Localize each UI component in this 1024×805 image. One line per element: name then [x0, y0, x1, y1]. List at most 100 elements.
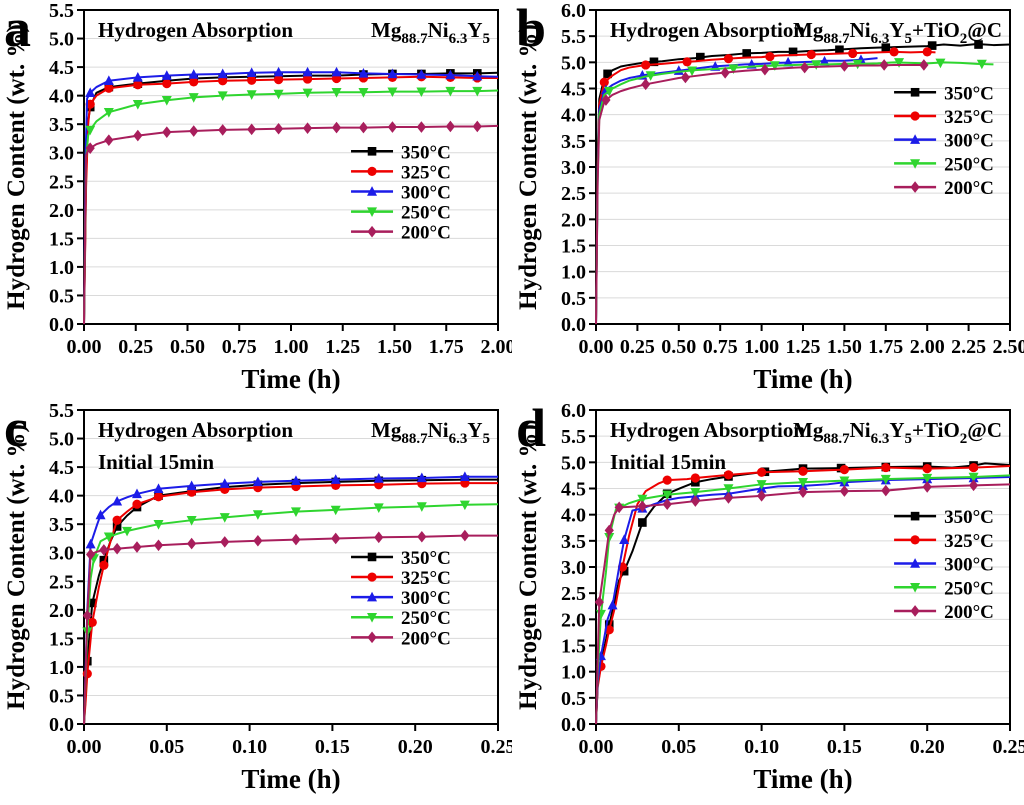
- y-tick-label: 2.0: [49, 200, 74, 222]
- legend-marker: [911, 88, 920, 97]
- y-tick-label: 5.5: [561, 426, 586, 448]
- legend-label: 350°C: [944, 83, 994, 104]
- legend-label: 300°C: [944, 555, 994, 576]
- legend-label: 250°C: [401, 203, 451, 224]
- panel-letter: a: [4, 0, 31, 58]
- y-tick-label: 1.5: [561, 236, 586, 258]
- legend-label: 350°C: [944, 507, 994, 528]
- y-tick-label: 5.0: [49, 429, 74, 451]
- y-tick-label: 1.5: [561, 636, 586, 658]
- y-tick-label: 4.0: [49, 86, 74, 108]
- legend-label: 200°C: [401, 628, 451, 649]
- legend-label: 325°C: [944, 107, 994, 128]
- y-tick-label: 2.5: [49, 171, 74, 193]
- x-axis-label: Time (h): [241, 364, 340, 394]
- y-tick-label: 2.0: [49, 600, 74, 622]
- y-tick-label: 3.0: [49, 143, 74, 165]
- y-axis-label: Hydrogen Content (wt. %): [3, 424, 30, 710]
- series-marker-325°C: [162, 79, 171, 88]
- x-axis-label: Time (h): [241, 764, 340, 794]
- y-tick-label: 1.5: [49, 228, 74, 250]
- series-marker-325°C: [600, 78, 609, 87]
- x-tick-label: 2.50: [993, 336, 1024, 358]
- x-tick-label: 1.75: [868, 336, 903, 358]
- y-tick-label: 1.0: [561, 662, 586, 684]
- legend-marker: [368, 147, 377, 156]
- legend-marker: [367, 572, 376, 581]
- x-tick-label: 0.05: [661, 736, 696, 758]
- x-tick-label: 0.75: [703, 336, 738, 358]
- panel-letter: d: [516, 400, 546, 458]
- y-axis-label: Hydrogen Content (wt. %): [515, 424, 542, 710]
- legend-label: 300°C: [401, 182, 451, 203]
- y-tick-label: 3.0: [561, 157, 586, 179]
- series-marker-325°C: [889, 47, 898, 56]
- series-marker-325°C: [641, 60, 650, 69]
- y-tick-label: 4.0: [561, 105, 586, 127]
- x-axis-label: Time (h): [753, 364, 852, 394]
- series-marker-325°C: [189, 77, 198, 86]
- x-tick-label: 0.75: [222, 336, 257, 358]
- x-tick-label: 0.15: [827, 736, 862, 758]
- x-tick-label: 0.25: [620, 336, 655, 358]
- x-tick-label: 0.50: [170, 336, 205, 358]
- plot-title: Hydrogen Absorption: [610, 418, 805, 442]
- series-marker-325°C: [682, 57, 691, 66]
- y-tick-label: 4.0: [49, 486, 74, 508]
- series-marker-325°C: [113, 516, 122, 525]
- y-tick-label: 0.5: [561, 288, 586, 310]
- legend-marker: [910, 535, 919, 544]
- y-tick-label: 3.0: [49, 543, 74, 565]
- y-tick-label: 5.0: [49, 29, 74, 51]
- legend-label: 200°C: [401, 223, 451, 244]
- series-marker-325°C: [923, 464, 932, 473]
- y-tick-label: 2.0: [561, 609, 586, 631]
- y-tick-label: 5.5: [561, 26, 586, 48]
- x-tick-label: 0.10: [744, 736, 779, 758]
- series-marker-325°C: [724, 470, 733, 479]
- legend-label: 250°C: [944, 154, 994, 175]
- legend-label: 300°C: [401, 588, 451, 609]
- plot-subtitle: Initial 15min: [98, 450, 214, 474]
- series-marker-325°C: [83, 669, 92, 678]
- legend-label: 325°C: [944, 531, 994, 552]
- x-tick-label: 2.00: [910, 336, 945, 358]
- x-tick-label: 2.25: [951, 336, 986, 358]
- y-tick-label: 2.0: [561, 209, 586, 231]
- legend-marker: [910, 111, 919, 120]
- series-marker-325°C: [807, 50, 816, 59]
- x-tick-label: 1.00: [274, 336, 309, 358]
- plot-title: Hydrogen Absorption: [98, 18, 293, 42]
- plot-subtitle: Initial 15min: [610, 450, 726, 474]
- y-tick-label: 6.0: [561, 400, 586, 422]
- y-tick-label: 5.0: [561, 52, 586, 74]
- series-marker-325°C: [724, 54, 733, 63]
- series-marker-325°C: [798, 467, 807, 476]
- y-tick-label: 3.5: [561, 531, 586, 553]
- series-marker-325°C: [881, 463, 890, 472]
- x-tick-label: 0.00: [67, 336, 102, 358]
- y-tick-label: 1.0: [49, 657, 74, 679]
- y-tick-label: 6.0: [561, 0, 586, 22]
- legend-marker: [911, 512, 920, 521]
- x-tick-label: 0.05: [149, 736, 184, 758]
- y-tick-label: 3.0: [561, 557, 586, 579]
- x-tick-label: 0.00: [579, 336, 614, 358]
- y-tick-label: 0.0: [561, 714, 586, 736]
- x-tick-label: 0.25: [481, 736, 513, 758]
- series-marker-325°C: [154, 492, 163, 501]
- panel-letter: b: [516, 0, 546, 58]
- y-tick-label: 4.5: [561, 79, 586, 101]
- y-axis-label: Hydrogen Content (wt. %): [3, 24, 30, 310]
- series-marker-325°C: [848, 49, 857, 58]
- legend-label: 325°C: [401, 162, 451, 183]
- series-marker-325°C: [132, 500, 141, 509]
- legend-marker: [367, 167, 376, 176]
- y-tick-label: 0.0: [49, 314, 74, 336]
- x-tick-label: 0.00: [67, 736, 102, 758]
